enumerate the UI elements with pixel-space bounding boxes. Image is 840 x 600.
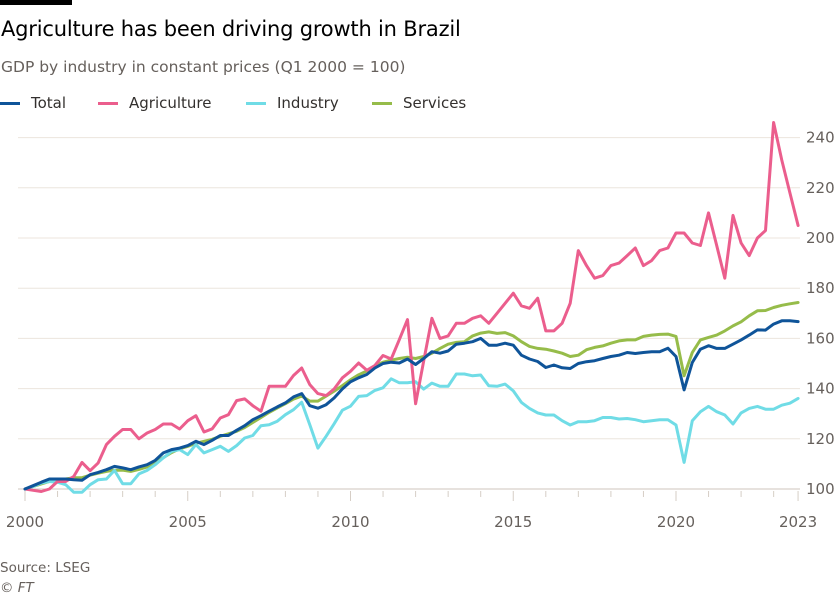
legend-label: Industry: [277, 94, 339, 112]
y-tick-label: 100: [806, 480, 835, 498]
legend-swatch: [372, 101, 392, 105]
legend-swatch: [246, 101, 266, 105]
series-line-total: [23, 319, 800, 491]
legend-item-industry: Industry: [246, 94, 372, 112]
y-tick-label: 240: [806, 129, 835, 147]
legend-label: Agriculture: [129, 94, 212, 112]
legend: Total Agriculture Industry Services: [0, 94, 466, 112]
brand-bar: [0, 0, 72, 5]
legend-item-services: Services: [372, 94, 466, 112]
legend-swatch: [0, 101, 20, 105]
legend-item-total: Total: [0, 94, 98, 112]
x-tick-label: 2000: [6, 513, 44, 531]
y-tick-label: 120: [806, 430, 835, 448]
x-tick-label: 2005: [169, 513, 207, 531]
chart-subtitle: GDP by industry in constant prices (Q1 2…: [1, 58, 406, 76]
x-tick-label: 2015: [494, 513, 532, 531]
copyright-note: © FT: [0, 580, 34, 596]
y-tick-label: 180: [806, 279, 835, 297]
chart-title: Agriculture has been driving growth in B…: [1, 17, 461, 41]
x-tick-label: 2023: [779, 513, 817, 531]
series-line-industry: [23, 372, 800, 494]
legend-label: Total: [31, 94, 67, 112]
x-tick-label: 2020: [657, 513, 695, 531]
y-tick-label: 140: [806, 380, 835, 398]
y-tick-label: 220: [806, 179, 835, 197]
x-tick-label: 2010: [331, 513, 369, 531]
source-note: Source: LSEG: [0, 560, 91, 576]
legend-label: Services: [403, 94, 467, 112]
legend-swatch: [98, 101, 118, 105]
series-line-services: [23, 301, 800, 491]
y-tick-label: 160: [806, 329, 835, 347]
series-line-agriculture: [23, 121, 800, 493]
legend-item-agriculture: Agriculture: [98, 94, 246, 112]
y-tick-label: 200: [806, 229, 835, 247]
